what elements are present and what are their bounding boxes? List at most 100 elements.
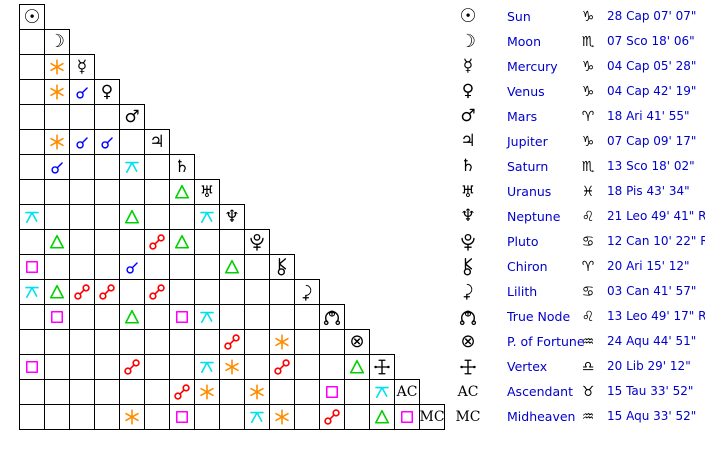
aspect-cell xyxy=(294,354,320,380)
aspect-cell xyxy=(169,329,195,355)
planet-name: Sun xyxy=(507,9,531,24)
sextile-icon xyxy=(250,384,264,400)
aspect-cell xyxy=(144,204,170,230)
planet-icon-cell xyxy=(455,254,481,279)
trine-icon xyxy=(124,209,140,224)
diagonal-cell: AC xyxy=(394,379,420,405)
neptune-icon: ♆ xyxy=(460,206,476,226)
sextile-icon xyxy=(225,359,239,375)
mc-label: MC xyxy=(419,409,445,425)
aspect-cell xyxy=(94,154,120,180)
fortune-icon: ⊗ xyxy=(460,330,476,352)
opposition-icon xyxy=(99,284,115,300)
planet-icon-cell: ♄ xyxy=(455,154,481,179)
aspect-cell xyxy=(119,129,145,155)
opposition-icon xyxy=(149,234,165,250)
aspect-cell xyxy=(44,329,70,355)
diagonal-cell xyxy=(319,304,345,330)
aspect-cell xyxy=(44,179,70,205)
planet-position: 04 Cap 42' 19" xyxy=(607,84,697,98)
planet-icon-cell: ⊗ xyxy=(455,329,481,354)
aspect-cell xyxy=(219,354,245,380)
planet-position: 18 Pis 43' 34" xyxy=(607,184,690,198)
aspect-cell xyxy=(144,329,170,355)
sign-icon-cell: ♏ xyxy=(576,29,600,54)
aspect-cell xyxy=(294,329,320,355)
vertex-icon xyxy=(460,359,476,374)
aries-icon: ♈ xyxy=(581,108,595,125)
cancer-icon: ♋ xyxy=(581,233,595,250)
aspect-cell xyxy=(319,379,345,405)
planet-icon-cell xyxy=(455,229,481,254)
planet-icon-cell: ♅ xyxy=(455,179,481,204)
aspect-cell xyxy=(269,304,295,330)
planet-name: Midheaven xyxy=(507,409,576,424)
planet-row: ♆ Neptune ♌ 21 Leo 49' 41" R xyxy=(450,204,705,229)
sign-icon-cell: ♉ xyxy=(576,379,600,404)
aspect-cell xyxy=(19,179,45,205)
planet-name: Vertex xyxy=(507,359,548,374)
sextile-icon xyxy=(50,134,64,150)
opposition-icon xyxy=(174,384,190,400)
aspect-cell xyxy=(369,379,395,405)
diagonal-cell: ♀ xyxy=(94,79,120,105)
aspect-cell xyxy=(19,354,45,380)
aspect-cell xyxy=(169,179,195,205)
aspect-cell xyxy=(219,254,245,280)
diagonal-cell: ☉ xyxy=(19,4,45,30)
diagonal-cell: ☿ xyxy=(69,54,95,80)
aspect-cell xyxy=(44,79,70,105)
leo-icon: ♌ xyxy=(581,308,595,325)
aspect-cell xyxy=(119,229,145,255)
moon-icon: ☽ xyxy=(459,30,477,52)
aspect-cell xyxy=(144,304,170,330)
diagonal-cell: ♂ xyxy=(119,104,145,130)
planet-icon-cell: ☉ xyxy=(455,4,481,29)
planet-name: P. of Fortune xyxy=(507,334,585,349)
aspect-cell xyxy=(69,379,95,405)
planet-position: 21 Leo 49' 41" R xyxy=(607,209,705,223)
aspect-cell xyxy=(19,379,45,405)
aspect-cell xyxy=(169,354,195,380)
planet-row: AC Ascendant ♉ 15 Tau 33' 52" xyxy=(450,379,705,404)
planet-name: Venus xyxy=(507,84,545,99)
scorpio-icon: ♏ xyxy=(581,33,595,50)
aspect-cell xyxy=(169,204,195,230)
planet-row: Chiron ♈ 20 Ari 15' 12" xyxy=(450,254,705,279)
aspect-cell xyxy=(144,154,170,180)
aspect-cell xyxy=(194,254,220,280)
aspect-cell xyxy=(194,354,220,380)
aspect-cell xyxy=(194,379,220,405)
uranus-icon: ♅ xyxy=(460,181,476,201)
planet-position: 03 Can 41' 57" xyxy=(607,284,697,298)
aspect-cell xyxy=(319,354,345,380)
aspect-cell xyxy=(194,329,220,355)
sign-icon-cell: ♒ xyxy=(576,329,600,354)
aspect-cell xyxy=(169,404,195,430)
sextile-icon xyxy=(50,84,64,100)
aspect-cell xyxy=(219,379,245,405)
planet-name: Ascendant xyxy=(507,384,573,399)
aspect-cell xyxy=(19,404,45,430)
quincunx-icon xyxy=(200,311,214,323)
planet-position: 20 Lib 29' 12" xyxy=(607,359,691,373)
planet-row: ☿ Mercury ♑ 04 Cap 05' 28" xyxy=(450,54,705,79)
planet-position: 12 Can 10' 22" R xyxy=(607,234,705,248)
libra-icon: ♎ xyxy=(581,358,595,375)
aspect-cell xyxy=(119,404,145,430)
sign-icon-cell: ♌ xyxy=(576,204,600,229)
conjunction-icon xyxy=(50,161,63,174)
square-icon xyxy=(325,385,339,399)
planet-icon-cell xyxy=(455,354,481,379)
aspect-cell xyxy=(44,154,70,180)
jupiter-icon: ♃ xyxy=(460,131,476,151)
capricorn-icon: ♑ xyxy=(581,133,595,150)
aspect-cell xyxy=(119,329,145,355)
aspect-cell xyxy=(194,304,220,330)
truenode-icon xyxy=(459,310,477,325)
planet-row: Vertex ♎ 20 Lib 29' 12" xyxy=(450,354,705,379)
planet-position: 13 Sco 18' 02" xyxy=(607,159,695,173)
aspect-cell xyxy=(144,279,170,305)
planet-position: 18 Ari 41' 55" xyxy=(607,109,690,123)
opposition-icon xyxy=(149,284,165,300)
